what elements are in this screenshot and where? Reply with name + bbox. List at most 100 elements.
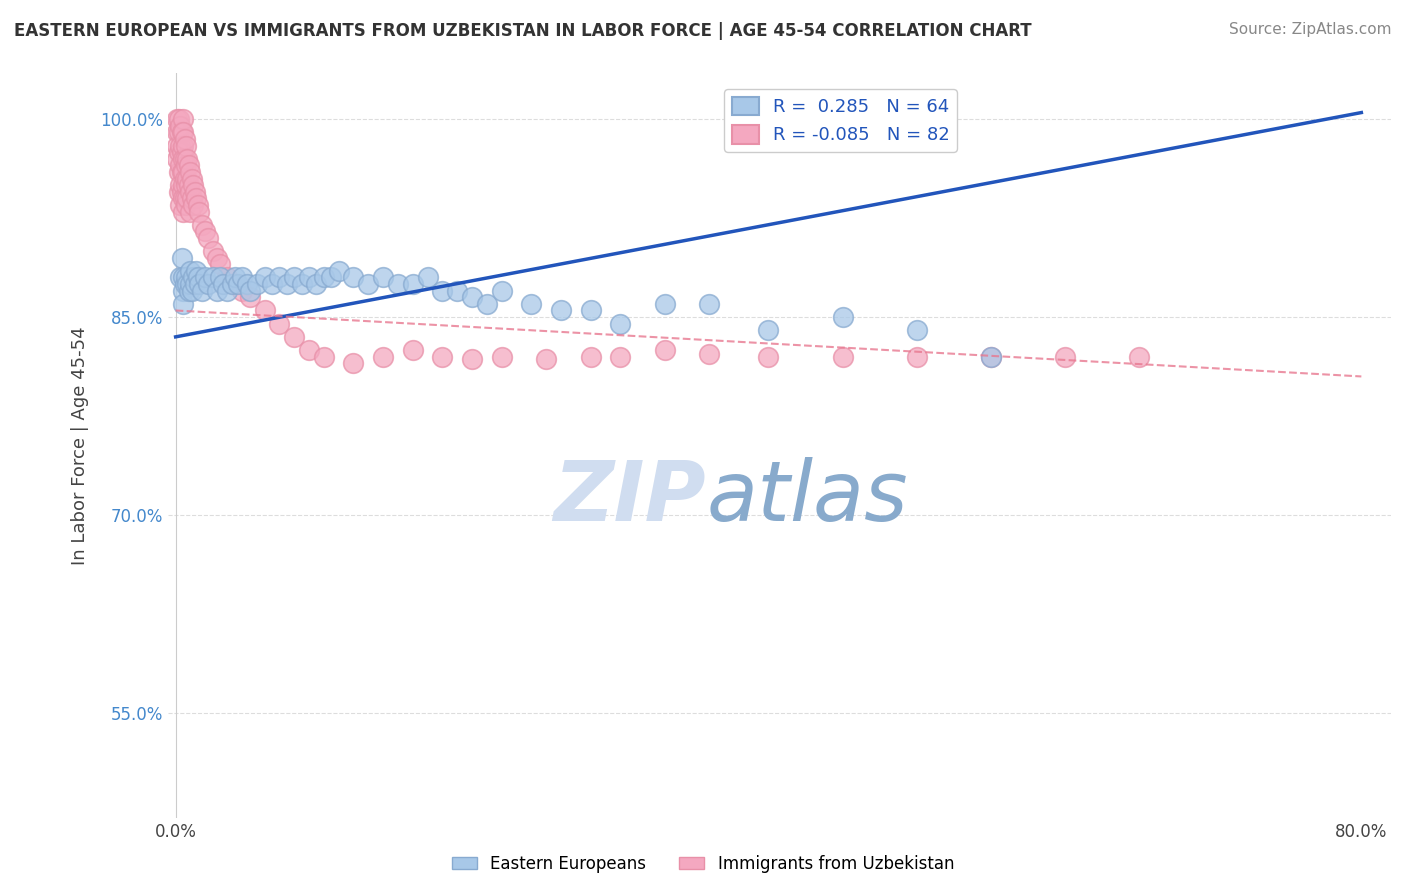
Point <box>291 277 314 291</box>
Point <box>176 191 198 205</box>
Point <box>176 171 198 186</box>
Point <box>179 165 201 179</box>
Point <box>174 138 197 153</box>
Text: atlas: atlas <box>706 458 908 539</box>
Point <box>167 165 190 179</box>
Point <box>212 277 235 291</box>
Point <box>169 198 191 212</box>
Point <box>176 152 198 166</box>
Point <box>174 178 197 193</box>
Point <box>609 350 631 364</box>
Point <box>609 317 631 331</box>
Point <box>179 277 201 291</box>
Point <box>461 352 484 367</box>
Point <box>172 270 194 285</box>
Point <box>169 158 191 172</box>
Point <box>269 270 291 285</box>
Point <box>224 277 246 291</box>
Point <box>177 158 200 172</box>
Point <box>166 138 188 153</box>
Point <box>654 343 676 357</box>
Point <box>321 270 343 285</box>
Point <box>246 277 269 291</box>
Point <box>209 257 232 271</box>
Point <box>174 198 197 212</box>
Point <box>177 284 200 298</box>
Point <box>224 270 246 285</box>
Point <box>172 165 194 179</box>
Point <box>172 191 194 205</box>
Point <box>183 198 205 212</box>
Point <box>197 277 219 291</box>
Point <box>905 350 928 364</box>
Point <box>169 138 191 153</box>
Point <box>217 284 239 298</box>
Point <box>170 125 193 139</box>
Point <box>169 270 191 285</box>
Point <box>231 284 253 298</box>
Point <box>269 317 291 331</box>
Legend: Eastern Europeans, Immigrants from Uzbekistan: Eastern Europeans, Immigrants from Uzbek… <box>446 848 960 880</box>
Point <box>184 277 207 291</box>
Point <box>980 350 1002 364</box>
Point <box>550 303 572 318</box>
Point <box>312 270 335 285</box>
Point <box>905 323 928 337</box>
Point <box>298 343 321 357</box>
Point <box>169 119 191 133</box>
Point <box>174 158 197 172</box>
Point <box>201 244 224 259</box>
Text: Source: ZipAtlas.com: Source: ZipAtlas.com <box>1229 22 1392 37</box>
Point <box>187 198 209 212</box>
Point <box>170 185 193 199</box>
Point <box>173 277 195 291</box>
Point <box>283 330 305 344</box>
Point <box>205 284 228 298</box>
Point <box>181 191 204 205</box>
Point <box>188 204 211 219</box>
Point <box>371 270 394 285</box>
Point <box>980 350 1002 364</box>
Point <box>177 178 200 193</box>
Point <box>475 297 498 311</box>
Point <box>342 270 364 285</box>
Point <box>342 356 364 370</box>
Point <box>172 178 194 193</box>
Point <box>357 277 380 291</box>
Point <box>491 350 513 364</box>
Point <box>194 270 217 285</box>
Text: EASTERN EUROPEAN VS IMMIGRANTS FROM UZBEKISTAN IN LABOR FORCE | AGE 45-54 CORREL: EASTERN EUROPEAN VS IMMIGRANTS FROM UZBE… <box>14 22 1032 40</box>
Point <box>239 284 262 298</box>
Point <box>226 277 249 291</box>
Point <box>170 145 193 160</box>
Point <box>179 185 201 199</box>
Point <box>176 277 198 291</box>
Point <box>371 350 394 364</box>
Point <box>231 270 253 285</box>
Point <box>188 277 211 291</box>
Point <box>831 350 853 364</box>
Point <box>236 277 259 291</box>
Point <box>402 277 425 291</box>
Point <box>181 284 204 298</box>
Point <box>167 185 190 199</box>
Point <box>173 152 195 166</box>
Point <box>654 297 676 311</box>
Point <box>173 132 195 146</box>
Point <box>402 343 425 357</box>
Point <box>758 350 780 364</box>
Point <box>183 270 205 285</box>
Point <box>534 352 557 367</box>
Point <box>209 270 232 285</box>
Point <box>194 224 217 238</box>
Legend: R =  0.285   N = 64, R = -0.085   N = 82: R = 0.285 N = 64, R = -0.085 N = 82 <box>724 89 957 152</box>
Point <box>758 323 780 337</box>
Text: ZIP: ZIP <box>554 458 706 539</box>
Point <box>217 270 239 285</box>
Point <box>166 112 188 127</box>
Point <box>172 297 194 311</box>
Point <box>697 347 720 361</box>
Point <box>520 297 543 311</box>
Point <box>170 165 193 179</box>
Point <box>201 270 224 285</box>
